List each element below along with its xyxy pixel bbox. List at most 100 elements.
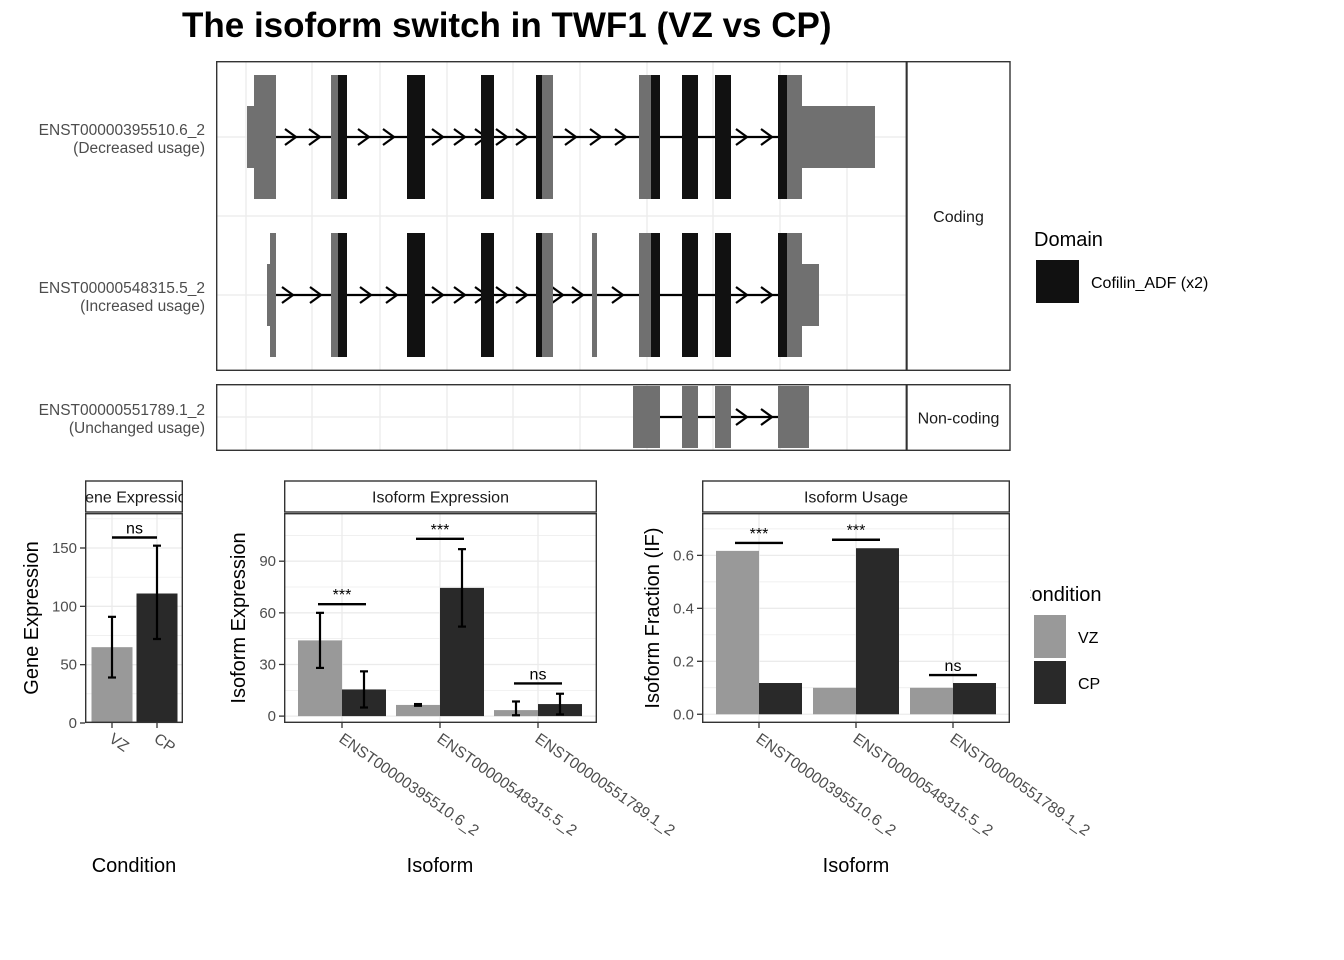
strand-arrow <box>611 286 625 304</box>
strand-arrow <box>385 286 399 304</box>
usage-label: (Increased usage) <box>80 298 205 315</box>
domain-legend: Domain Cofilin_ADF (x2) <box>1034 229 1208 303</box>
x-axis: VZ CP Condition <box>92 723 178 877</box>
transcript-label: ENST00000551789.1_2 <box>39 402 205 419</box>
strand-arrow <box>515 128 529 146</box>
facet-strip-label: Gene Expression <box>73 490 196 507</box>
condition-legend: Condition VZ CP <box>1017 584 1102 704</box>
legend-key-vz <box>1034 615 1066 658</box>
strand-arrow <box>359 286 373 304</box>
strand-arrow <box>308 128 322 146</box>
error-bar <box>360 670 368 709</box>
facet-strip-label: Isoform Expression <box>372 490 509 507</box>
y-tick-label: 0 <box>268 708 276 725</box>
strand-arrow <box>614 128 628 146</box>
domain-exon <box>407 75 425 199</box>
strand-arrow <box>495 128 509 146</box>
significance-marker: *** <box>416 522 464 541</box>
transcript-label: ENST00000548315.5_2 <box>39 280 205 297</box>
domain-exon <box>778 233 787 357</box>
error-bar <box>153 544 161 641</box>
transcript-ENST00000395510.6_2 <box>247 75 875 199</box>
strand-arrow <box>589 128 603 146</box>
x-axis: ENST00000395510.6_2ENST00000548315.5_2EN… <box>753 723 1093 877</box>
plot-area: *** *** ns <box>702 513 1011 724</box>
exon <box>639 75 651 199</box>
strand-arrow <box>735 286 749 304</box>
y-tick-label: 100 <box>52 598 77 615</box>
legend-label: VZ <box>1078 630 1099 647</box>
strand-arrow <box>735 128 749 146</box>
facet-strip <box>906 61 1011 372</box>
x-axis: ENST00000395510.6_2ENST00000548315.5_2EN… <box>336 723 678 877</box>
error-bar <box>316 611 324 670</box>
transcript-label: ENST00000395510.6_2 <box>39 122 205 139</box>
y-tick-label: 30 <box>259 656 276 673</box>
domain-exon <box>651 233 660 357</box>
facet-strip: Isoform Expression <box>284 480 598 513</box>
strand-arrow <box>515 286 529 304</box>
exon <box>270 233 276 357</box>
legend-label: CP <box>1078 676 1100 693</box>
legend-title: Condition <box>1017 584 1102 606</box>
significance-marker: *** <box>735 526 783 545</box>
domain-exon <box>682 75 698 199</box>
panel-border <box>215 384 907 452</box>
bar-vz <box>716 550 759 715</box>
legend-title: Domain <box>1034 229 1103 251</box>
plot-area: *** *** ns <box>284 513 598 724</box>
strand-arrow <box>735 408 749 426</box>
error-bar <box>108 615 116 679</box>
exon <box>633 386 660 448</box>
x-axis-label: Condition <box>92 855 177 877</box>
plot-area: ns <box>85 513 183 724</box>
legend-label: Cofilin_ADF (x2) <box>1091 275 1208 292</box>
domain-exon <box>536 233 542 357</box>
y-axis-label: Isoform Expression <box>228 532 250 703</box>
facet-strip-box <box>85 480 183 513</box>
significance-marker: ns <box>112 521 157 539</box>
y-axis: 0 50 100 150 Gene Expression <box>21 540 85 732</box>
strand-arrow <box>495 286 509 304</box>
bar-chart-1: ns Gene Expression 0 50 100 150 Gene Expressio… <box>21 480 196 877</box>
exon <box>787 75 802 199</box>
significance-marker: ns <box>514 666 562 685</box>
strand-arrow <box>281 286 295 304</box>
legend-content: Condition VZ CP <box>1017 584 1102 704</box>
strand-arrow <box>284 128 298 146</box>
y-tick-label: 0.0 <box>673 706 694 723</box>
x-tick-label: VZ <box>106 730 132 755</box>
strand-arrow <box>564 128 578 146</box>
significance-label: *** <box>750 526 769 543</box>
domain-exon <box>778 75 787 199</box>
strand-arrow <box>760 128 774 146</box>
facet-strip-label: Non-coding <box>918 411 1000 428</box>
bar-vz <box>396 704 440 717</box>
exon <box>787 233 802 357</box>
exon <box>682 386 698 448</box>
domain-exon <box>715 75 731 199</box>
transcript-ENST00000551789.1_2 <box>633 386 809 448</box>
facet-strip <box>906 384 1011 452</box>
significance-label: *** <box>333 587 352 604</box>
strand-arrow <box>453 128 467 146</box>
error-bar <box>458 548 466 628</box>
domain-exon <box>481 75 494 199</box>
facet-strip-box <box>702 480 1011 513</box>
exon <box>254 75 276 199</box>
panel-border <box>284 513 598 724</box>
usage-label: (Decreased usage) <box>73 140 205 157</box>
exon <box>778 386 809 448</box>
strand-arrow <box>760 408 774 426</box>
strand-arrow <box>760 286 774 304</box>
significance-label: *** <box>847 523 866 540</box>
domain-exon <box>682 233 698 357</box>
panel-border <box>215 61 907 372</box>
gene-structure-plot: ENST00000395510.6_2(Decreased usage) ENST… <box>39 61 1208 452</box>
significance-label: *** <box>431 522 450 539</box>
significance-label: ns <box>126 521 143 538</box>
y-axis: 0.0 0.2 0.4 0.6 Isoform Fraction (IF) <box>642 527 702 723</box>
domain-exon <box>481 233 494 357</box>
strand-arrow <box>357 128 371 146</box>
